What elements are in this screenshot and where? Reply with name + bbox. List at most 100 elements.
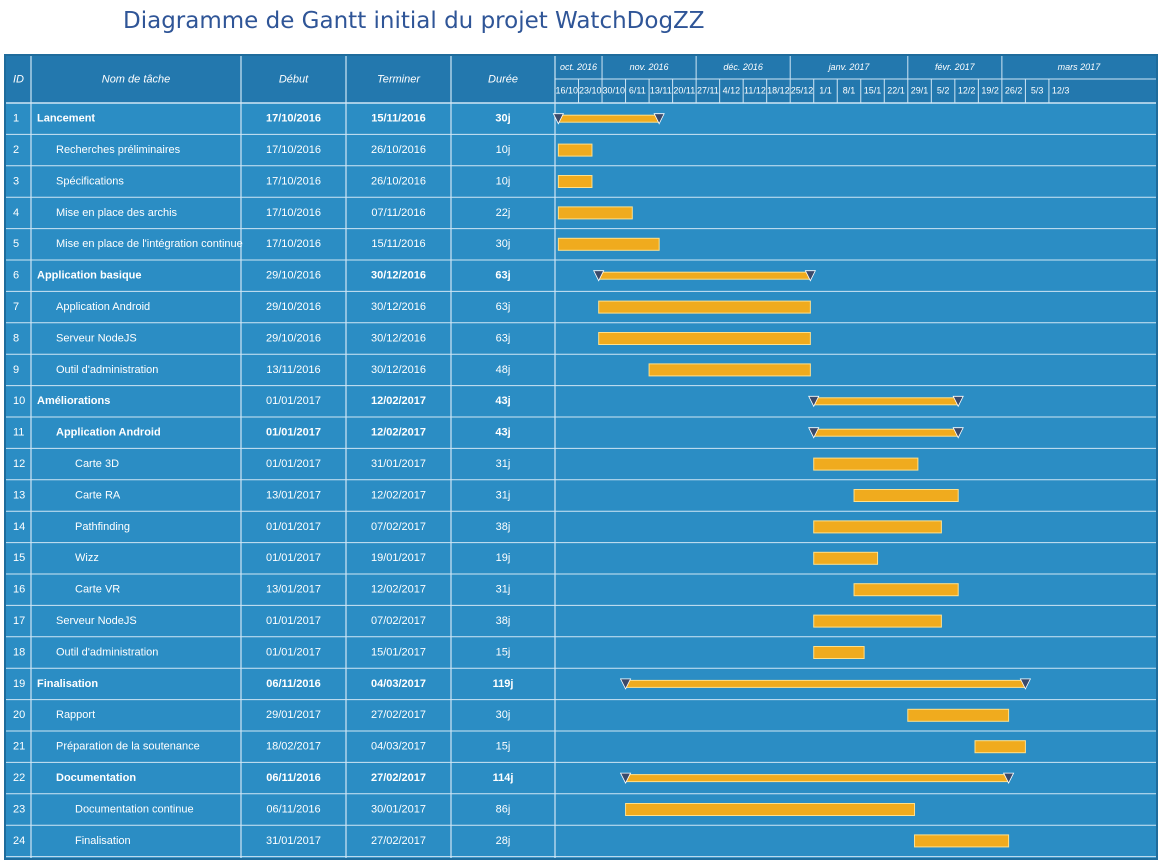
task-duration: 22j: [496, 207, 511, 219]
task-name: Préparation de la soutenance: [56, 741, 200, 753]
task-end: 31/01/2017: [371, 458, 426, 470]
task-start: 29/10/2016: [266, 270, 321, 282]
task-name: Documentation continue: [75, 803, 194, 815]
week-tick-label: 4/12: [723, 85, 741, 95]
week-tick-label: 19/2: [981, 85, 999, 95]
summary-bar: [598, 271, 811, 280]
task-duration: 30j: [496, 238, 511, 250]
summary-end-marker: [952, 395, 964, 408]
task-end: 26/10/2016: [371, 144, 426, 156]
task-id: 22: [13, 772, 25, 784]
summary-bar: [813, 428, 959, 437]
task-duration: 28j: [496, 835, 511, 847]
summary-end-marker: [1019, 678, 1032, 690]
task-bar: [853, 489, 959, 502]
week-tick-label: 22/1: [887, 85, 905, 95]
task-start: 01/01/2017: [266, 646, 321, 658]
summary-bar: [625, 774, 1010, 783]
task-id: 5: [13, 238, 19, 250]
task-id: 4: [13, 207, 19, 219]
task-duration: 30j: [495, 113, 510, 125]
task-name: Serveur NodeJS: [56, 332, 137, 344]
task-start: 06/11/2016: [266, 678, 320, 690]
task-name: Améliorations: [37, 395, 110, 407]
summary-end-marker: [952, 427, 964, 439]
task-start: 01/01/2017: [266, 521, 321, 533]
task-end: 27/02/2017: [371, 772, 426, 784]
task-bar: [557, 175, 593, 188]
task-duration: 63j: [495, 270, 510, 282]
task-start: 29/01/2017: [266, 709, 321, 721]
task-id: 15: [13, 552, 25, 564]
task-end: 30/01/2017: [371, 803, 426, 815]
task-duration: 119j: [493, 678, 514, 690]
task-start: 31/01/2017: [266, 835, 321, 847]
task-name: Pathfinding: [75, 521, 130, 533]
task-id: 8: [13, 332, 19, 344]
task-end: 12/02/2017: [371, 584, 426, 596]
task-duration: 31j: [496, 584, 511, 596]
task-end: 27/02/2017: [371, 709, 426, 721]
task-bar: [813, 614, 942, 628]
task-bar: [557, 237, 660, 251]
task-start: 01/01/2017: [266, 458, 321, 470]
task-start: 01/01/2017: [266, 395, 321, 407]
task-duration: 15j: [496, 741, 511, 753]
task-name: Carte RA: [75, 489, 121, 501]
week-tick-label: 23/10: [579, 85, 602, 95]
month-label: oct. 2016: [560, 62, 597, 72]
task-name: Recherches préliminaires: [56, 144, 181, 156]
summary-bar: [625, 679, 1026, 688]
task-bar: [598, 300, 811, 314]
month-label: mars 2017: [1058, 62, 1102, 72]
task-end: 30/12/2016: [371, 270, 426, 282]
summary-start-marker: [552, 113, 565, 125]
task-end: 19/01/2017: [371, 552, 426, 564]
week-tick-label: 5/3: [1031, 85, 1044, 95]
task-bar: [813, 551, 879, 565]
task-id: 18: [13, 646, 25, 658]
task-id: 12: [13, 458, 25, 470]
task-start: 17/10/2016: [266, 144, 321, 156]
month-label: déc. 2016: [723, 62, 763, 72]
summary-end-marker: [653, 113, 665, 125]
task-duration: 30j: [496, 709, 511, 721]
task-bar: [853, 583, 959, 597]
summary-bar: [813, 397, 959, 406]
task-duration: 31j: [496, 458, 511, 470]
task-id: 23: [13, 803, 25, 815]
summary-start-marker: [619, 678, 632, 690]
week-tick-label: 15/1: [864, 85, 882, 95]
task-bar: [813, 520, 942, 534]
task-name: Carte VR: [75, 584, 120, 596]
week-tick-label: 6/11: [629, 85, 646, 95]
task-id: 11: [13, 427, 24, 439]
task-id: 7: [13, 301, 19, 313]
task-name: Outil d'administration: [56, 646, 158, 658]
task-id: 6: [13, 270, 19, 282]
week-tick-label: 12/2: [958, 85, 976, 95]
task-duration: 43j: [495, 427, 510, 439]
task-end: 07/02/2017: [371, 615, 426, 627]
task-id: 20: [13, 709, 25, 721]
summary-start-marker: [808, 427, 820, 439]
task-id: 24: [13, 835, 25, 847]
week-tick-label: 18/12: [767, 85, 790, 95]
task-id: 9: [13, 364, 19, 376]
week-tick-label: 27/11: [697, 85, 719, 95]
task-duration: 15j: [496, 646, 511, 658]
task-id: 13: [13, 489, 25, 501]
week-tick-label: 5/2: [937, 85, 950, 95]
task-start: 13/01/2017: [266, 584, 321, 596]
task-duration: 63j: [496, 301, 511, 313]
header-task-name: Nom de tâche: [102, 73, 170, 85]
task-name: Spécifications: [56, 175, 124, 187]
month-label: nov. 2016: [630, 62, 669, 72]
week-tick-label: 16/10: [555, 85, 578, 95]
week-tick-label: 13/11: [650, 85, 672, 95]
task-bar: [625, 803, 916, 816]
task-start: 29/10/2016: [266, 301, 321, 313]
task-start: 01/01/2017: [266, 427, 321, 439]
task-id: 16: [13, 584, 25, 596]
month-label: janv. 2017: [828, 62, 871, 72]
